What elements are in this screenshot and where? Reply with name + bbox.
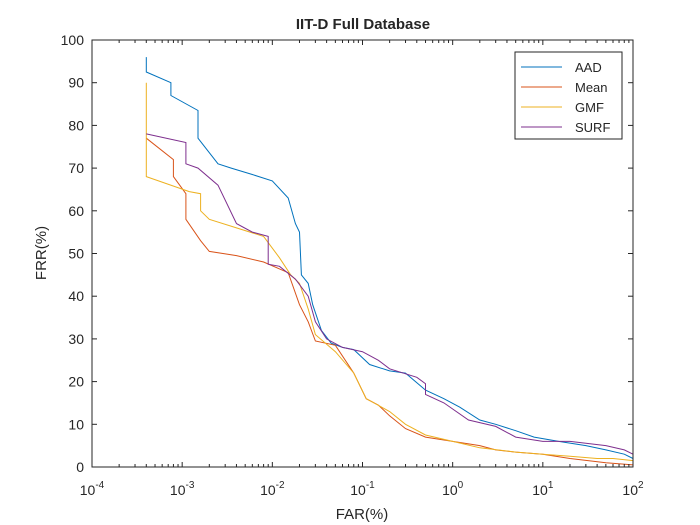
chart-title: IIT-D Full Database: [296, 16, 430, 33]
y-tick-label: 60: [68, 203, 84, 219]
x-tick-base: 10: [260, 482, 276, 498]
legend-label-aad: AAD: [575, 60, 602, 75]
y-tick-label: 70: [68, 160, 84, 176]
x-tick-exponent: -2: [276, 480, 285, 491]
x-tick-label: 102: [622, 480, 644, 498]
x-tick-base: 10: [622, 482, 638, 498]
x-tick-label: 100: [442, 480, 464, 498]
y-tick-label: 80: [68, 117, 84, 133]
x-tick-label: 10-4: [80, 480, 105, 498]
legend: AAD Mean GMF SURF: [514, 51, 623, 140]
y-axis-label: FRR(%): [33, 226, 50, 280]
legend-label-surf: SURF: [575, 120, 610, 135]
x-tick-base: 10: [80, 482, 96, 498]
series-layer: [145, 57, 634, 466]
x-tick-label: 10-3: [170, 480, 195, 498]
x-tick-label: 10-2: [260, 480, 285, 498]
series-line-gmf: [145, 82, 634, 462]
x-axis-label: FAR(%): [336, 506, 389, 523]
legend-label-mean: Mean: [575, 80, 608, 95]
y-tick-label: 40: [68, 288, 84, 304]
x-tick-exponent: 0: [458, 480, 464, 491]
y-tick-label: 10: [68, 416, 84, 432]
series-line-aad: [145, 57, 634, 459]
x-tick-base: 10: [170, 482, 186, 498]
x-tick-exponent: -1: [366, 480, 375, 491]
y-tick-label: 0: [76, 459, 84, 475]
y-tick-label: 100: [61, 32, 85, 48]
x-tick-exponent: -4: [95, 480, 104, 491]
y-tick-label: 50: [68, 246, 84, 262]
legend-label-gmf: GMF: [575, 100, 604, 115]
x-tick-exponent: -3: [186, 480, 195, 491]
x-tick-base: 10: [532, 482, 548, 498]
series-line-surf: [146, 133, 634, 455]
y-tick-label: 30: [68, 331, 84, 347]
y-tick-label: 90: [68, 75, 84, 91]
x-tick-base: 10: [350, 482, 366, 498]
x-tick-label: 10-1: [350, 480, 375, 498]
y-tick-label: 20: [68, 374, 84, 390]
x-tick-exponent: 2: [638, 480, 644, 491]
x-tick-exponent: 1: [548, 480, 554, 491]
x-tick-base: 10: [442, 482, 458, 498]
x-tick-label: 101: [532, 480, 554, 498]
